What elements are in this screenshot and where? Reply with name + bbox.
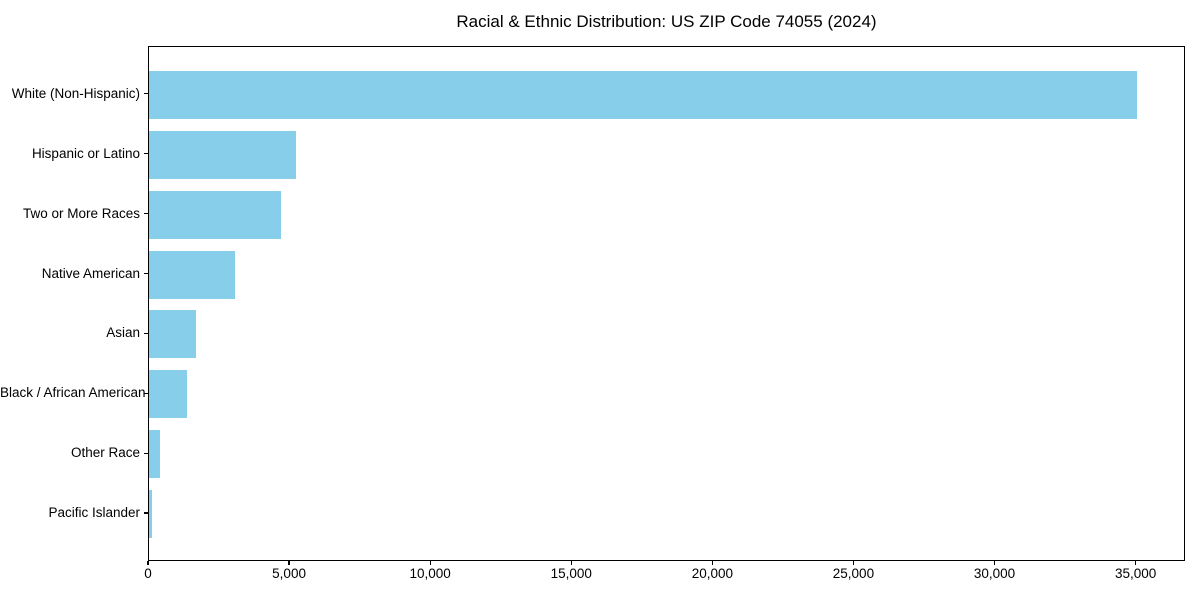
y-tick-label: Asian bbox=[106, 325, 140, 341]
y-tick-mark bbox=[144, 512, 148, 514]
x-tick-label: 10,000 bbox=[409, 566, 451, 581]
y-tick-label: Black / African American bbox=[0, 385, 146, 401]
x-tick-mark bbox=[570, 561, 572, 565]
x-tick-mark bbox=[147, 561, 149, 565]
x-tick-label: 35,000 bbox=[1114, 566, 1157, 581]
bar-white-non-hispanic bbox=[149, 70, 1137, 119]
x-tick-label: 25,000 bbox=[832, 566, 875, 581]
x-tick-label: 20,000 bbox=[691, 566, 733, 581]
x-tick-mark bbox=[288, 561, 290, 565]
y-tick-mark bbox=[144, 272, 148, 275]
x-tick-mark bbox=[429, 561, 431, 565]
y-tick-mark bbox=[144, 392, 148, 394]
bar-black-african-american bbox=[149, 370, 188, 419]
bar-asian bbox=[149, 310, 196, 359]
bar-two-or-more-races bbox=[149, 190, 281, 239]
bar-other-race bbox=[149, 430, 160, 479]
bar-hispanic-or-latino bbox=[149, 130, 296, 179]
x-tick-label: 0 bbox=[144, 566, 152, 581]
y-tick-label: Hispanic or Latino bbox=[31, 145, 140, 161]
plot-area bbox=[148, 46, 1185, 561]
x-tick-mark bbox=[711, 561, 713, 565]
y-tick-label: Two or More Races bbox=[22, 205, 140, 221]
bar-native-american bbox=[149, 250, 236, 299]
x-tick-mark bbox=[1135, 561, 1137, 565]
x-tick-label: 5,000 bbox=[272, 566, 306, 581]
x-tick-label: 30,000 bbox=[973, 566, 1016, 581]
y-tick-mark bbox=[144, 452, 148, 454]
chart-title: Racial & Ethnic Distribution: US ZIP Cod… bbox=[456, 12, 877, 31]
y-tick-mark bbox=[144, 332, 148, 335]
y-tick-label: Other Race bbox=[70, 445, 140, 461]
y-tick-mark bbox=[144, 213, 148, 215]
y-tick-label: Native American bbox=[41, 265, 140, 281]
y-tick-label: White (Non-Hispanic) bbox=[11, 85, 140, 101]
y-tick-mark bbox=[144, 153, 148, 155]
y-tick-mark bbox=[144, 93, 148, 95]
x-tick-mark bbox=[852, 561, 855, 565]
x-tick-mark bbox=[993, 561, 996, 565]
bar-pacific-islander bbox=[149, 490, 153, 539]
x-tick-label: 15,000 bbox=[550, 566, 592, 581]
y-tick-label: Pacific Islander bbox=[48, 505, 140, 521]
